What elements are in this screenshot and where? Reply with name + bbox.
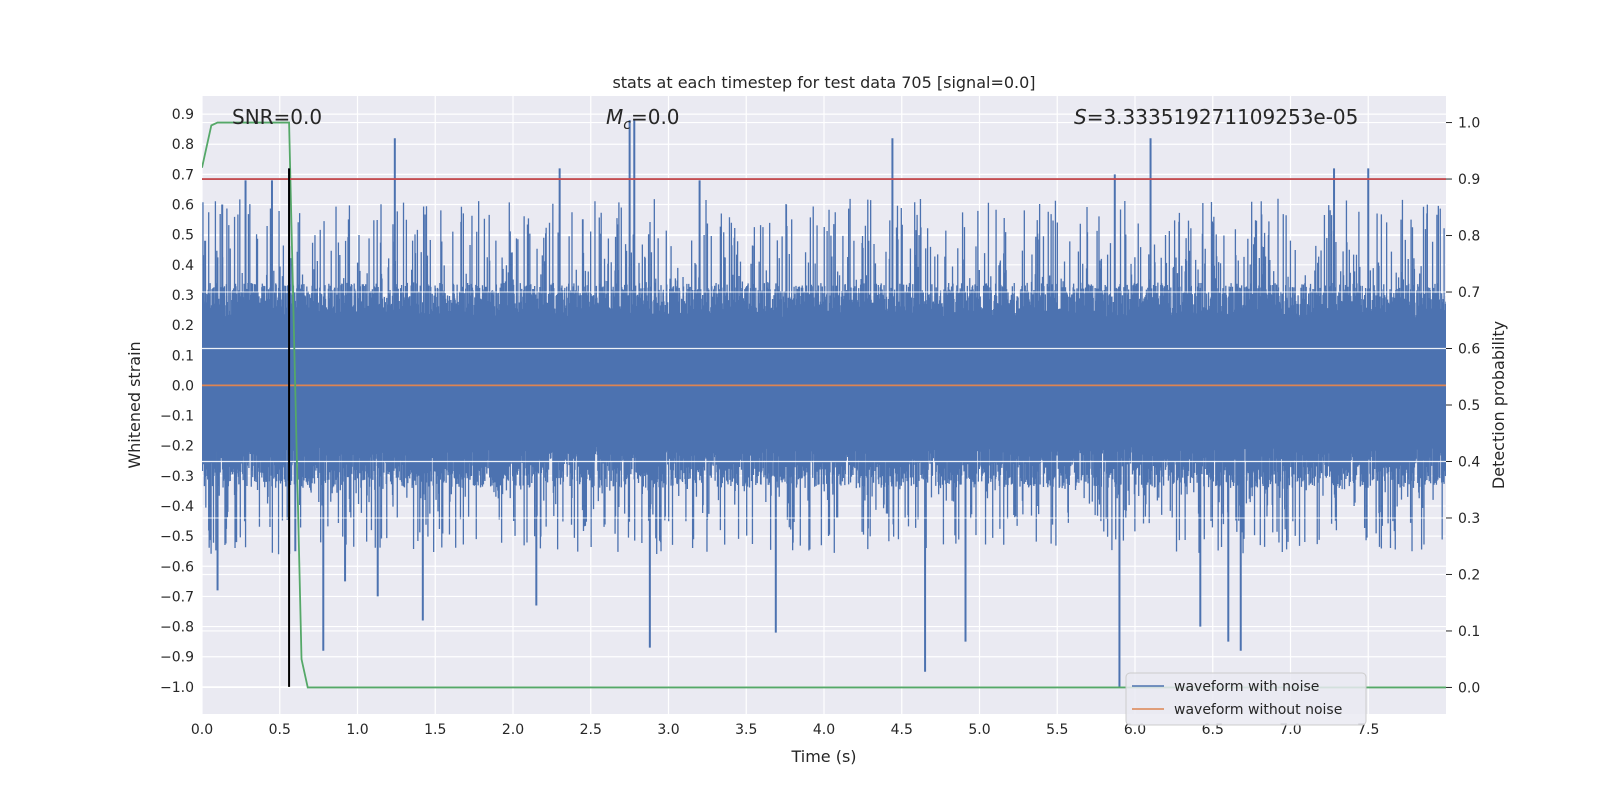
y-axis-left: 0.9 0.8 0.7 0.6 0.5 0.4 0.3 0.2 0.1 0.0 −0.1 −0.2 −0… xyxy=(160,107,194,696)
x-tick-label: 4.0 xyxy=(813,722,835,738)
y-right-tick-label: 0.2 xyxy=(1458,567,1480,583)
noise-core-band xyxy=(202,325,1446,443)
y-left-tick-label: −0.6 xyxy=(160,559,194,575)
y-right-tick-label: 0.9 xyxy=(1458,172,1480,188)
x-axis-label: Time (s) xyxy=(790,747,856,766)
noise-series xyxy=(202,120,1446,687)
chart-title: stats at each timestep for test data 705… xyxy=(612,73,1035,92)
mc-value: =0.0 xyxy=(631,105,680,129)
y-left-tick-label: −1.0 xyxy=(160,680,194,696)
y-right-tick-label: 0.8 xyxy=(1458,229,1480,245)
x-tick-label: 3.0 xyxy=(657,722,679,738)
y-left-tick-label: −0.5 xyxy=(160,529,194,545)
x-tick-label: 0.5 xyxy=(269,722,291,738)
y-left-tick-label: 0.2 xyxy=(172,318,194,334)
legend: waveform with noise waveform without noi… xyxy=(1125,672,1367,726)
y-left-tick-label: 0.3 xyxy=(172,288,194,304)
x-tick-label: 7.0 xyxy=(1279,722,1301,738)
mc-subscript: c xyxy=(623,117,631,133)
y-right-tick-label: 0.0 xyxy=(1458,680,1480,696)
s-value: =3.333519271109253e-05 xyxy=(1087,105,1359,129)
y-left-tick-label: 0.4 xyxy=(172,258,194,274)
x-tick-label: 7.5 xyxy=(1357,722,1379,738)
y-left-tick-label: −0.3 xyxy=(160,469,194,485)
y-right-tick-label: 0.7 xyxy=(1458,285,1480,301)
y-left-tick-label: −0.9 xyxy=(160,650,194,666)
y-axis-left-label: Whitened strain xyxy=(125,341,144,468)
x-tick-label: 5.0 xyxy=(968,722,990,738)
y-left-tick-label: 0.9 xyxy=(172,107,194,123)
y-left-tick-label: 0.6 xyxy=(172,198,194,214)
y-left-tick-label: 0.0 xyxy=(172,378,194,394)
snr-annotation: SNR=0.0 xyxy=(232,105,322,129)
s-annotation: S=3.333519271109253e-05 xyxy=(1074,105,1358,129)
y-left-tick-label: −0.2 xyxy=(160,439,194,455)
x-tick-label: 0.0 xyxy=(191,722,213,738)
x-tick-label: 2.0 xyxy=(502,722,524,738)
x-axis: 0.0 0.5 1.0 1.5 2.0 2.5 3.0 3.5 4.0 4.5 5.0 5.5 6.0 6… xyxy=(191,722,1380,738)
y-left-tick-label: −0.8 xyxy=(160,620,194,636)
legend-box xyxy=(1125,672,1367,726)
mc-annotation: Mc=0.0 xyxy=(606,105,680,133)
y-left-tick-label: 0.1 xyxy=(172,348,194,364)
y-right-tick-label: 0.6 xyxy=(1458,342,1480,358)
y-left-tick-label: −0.1 xyxy=(160,409,194,425)
y-right-tick-label: 0.1 xyxy=(1458,624,1480,640)
y-left-tick-label: −0.7 xyxy=(160,589,194,605)
x-tick-label: 2.5 xyxy=(580,722,602,738)
y-axis-right-label: Detection probability xyxy=(1489,321,1508,489)
x-tick-label: 3.5 xyxy=(735,722,757,738)
y-left-tick-label: 0.8 xyxy=(172,137,194,153)
y-right-tick-label: 0.5 xyxy=(1458,398,1480,414)
x-tick-label: 1.0 xyxy=(346,722,368,738)
x-tick-label: 5.5 xyxy=(1046,722,1068,738)
s-symbol: S xyxy=(1074,105,1087,129)
x-tick-label: 4.5 xyxy=(891,722,913,738)
y-right-tick-label: 1.0 xyxy=(1458,116,1480,132)
x-tick-label: 6.0 xyxy=(1124,722,1146,738)
lines-layer xyxy=(202,121,1446,689)
y-axis-right: 1.0 0.9 0.8 0.7 0.6 0.5 0.4 0.3 0.2 0.1 0.0 xyxy=(1446,116,1480,696)
detection-probability-line xyxy=(202,121,1446,689)
y-left-tick-label: 0.5 xyxy=(172,228,194,244)
x-tick-label: 1.5 xyxy=(424,722,446,738)
legend-label-clean: waveform without noise xyxy=(1174,702,1342,718)
y-left-tick-label: −0.4 xyxy=(160,499,194,515)
y-right-tick-label: 0.4 xyxy=(1458,454,1480,470)
x-tick-label: 6.5 xyxy=(1202,722,1224,738)
legend-label-noise: waveform with noise xyxy=(1174,679,1319,695)
mc-symbol: M xyxy=(606,105,623,129)
y-right-tick-label: 0.3 xyxy=(1458,511,1480,527)
y-left-tick-label: 0.7 xyxy=(172,167,194,183)
